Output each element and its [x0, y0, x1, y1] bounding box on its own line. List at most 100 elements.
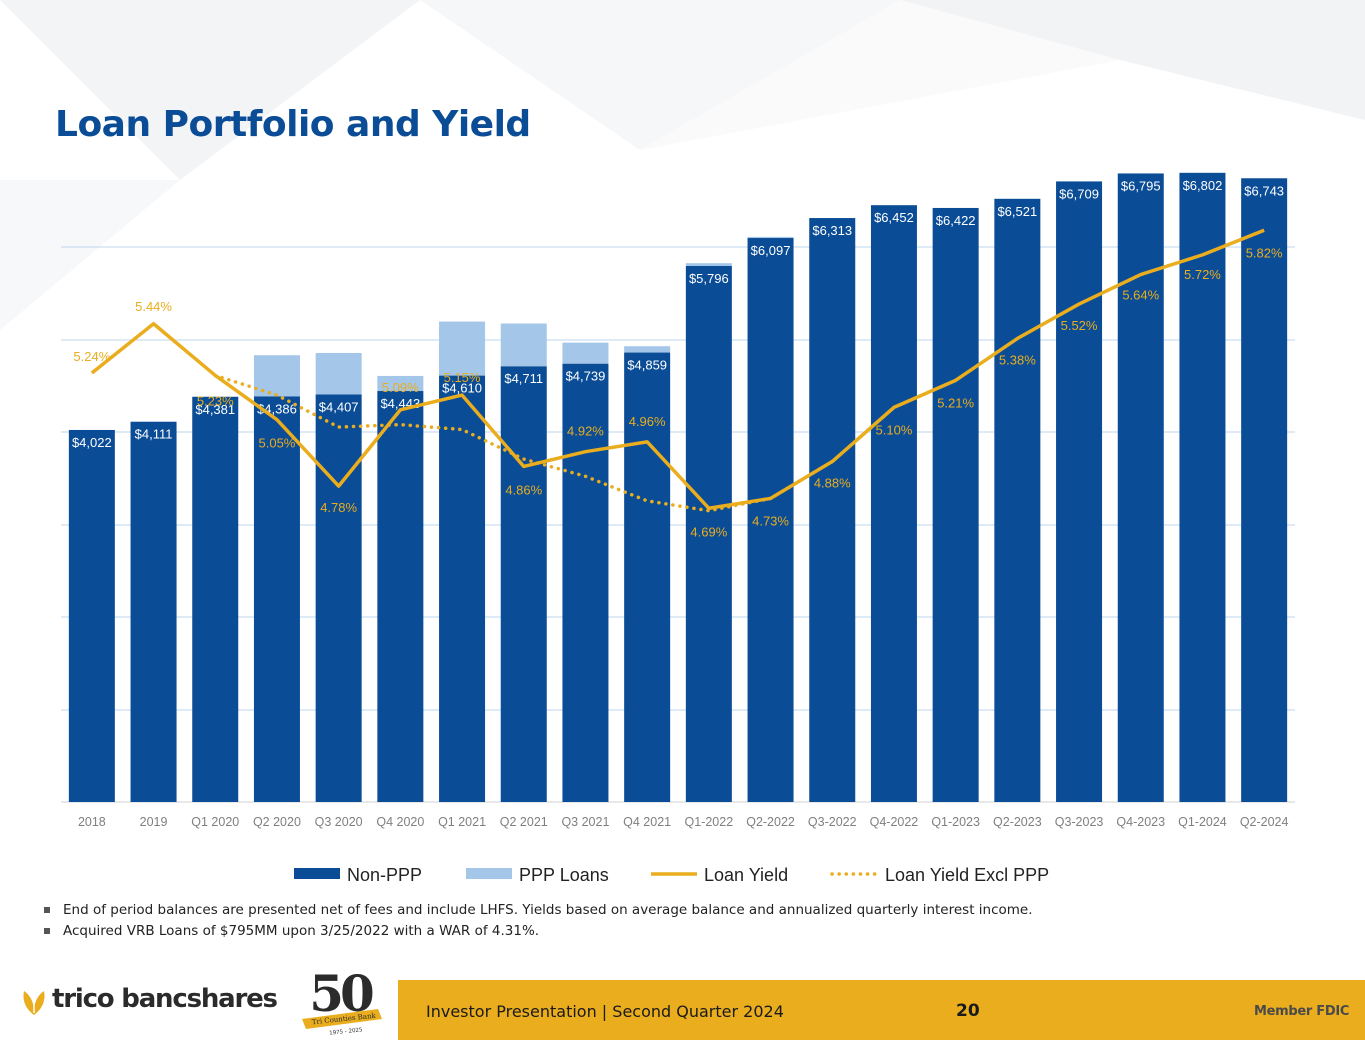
yield-value-label: 5.38% [999, 353, 1036, 368]
legend-label: PPP Loans [519, 865, 609, 885]
bar-value-label: $6,452 [874, 210, 914, 225]
footnote: Acquired VRB Loans of $795MM upon 3/25/2… [44, 921, 1033, 942]
bar-value-label: $5,796 [689, 271, 729, 286]
bar-value-label: $4,711 [504, 371, 543, 386]
yield-value-label: 5.72% [1184, 267, 1221, 282]
page-number: 20 [956, 1001, 980, 1021]
x-tick-label: Q4-2023 [1116, 815, 1165, 829]
legend-label: Loan Yield [704, 865, 788, 885]
bar-non-ppp [439, 375, 486, 802]
x-tick-label: Q3-2022 [808, 815, 857, 829]
bar-value-label: $4,022 [72, 435, 112, 450]
bar-value-label: $6,709 [1059, 186, 1099, 201]
x-tick-label: Q2-2023 [993, 815, 1042, 829]
bar-non-ppp [315, 394, 362, 802]
bar-ppp [377, 375, 424, 392]
bar-ppp [747, 236, 794, 239]
bar-non-ppp [1117, 173, 1164, 802]
bar-non-ppp [994, 198, 1041, 802]
yield-value-label: 4.78% [320, 500, 357, 515]
bar-value-label: $4,381 [195, 402, 235, 417]
anniversary-badge: 50 Tri Counties Bank 1975 - 2025 [302, 965, 382, 1037]
bar-ppp [685, 263, 732, 266]
x-tick-label: Q1-2023 [931, 815, 980, 829]
x-tick-label: Q4-2022 [870, 815, 919, 829]
bar-non-ppp [253, 396, 300, 802]
bar-value-label: $6,097 [751, 243, 791, 258]
bar-value-label: $6,795 [1121, 178, 1161, 193]
bullet-icon [44, 907, 50, 913]
yield-value-label: 5.64% [1122, 288, 1159, 303]
x-tick-label: Q3 2020 [315, 815, 363, 829]
yield-value-label: 5.52% [1061, 318, 1098, 333]
bar-value-label: $4,407 [319, 399, 359, 414]
legend-swatch [294, 868, 340, 879]
footer-bar: Investor Presentation | Second Quarter 2… [398, 980, 1365, 1040]
bar-value-label: $4,739 [566, 369, 606, 384]
bar-value-label: $6,521 [997, 204, 1037, 219]
bar-non-ppp [1179, 172, 1226, 802]
x-tick-label: Q3-2023 [1055, 815, 1104, 829]
yield-value-label: 5.10% [876, 422, 913, 437]
legend-label: Non-PPP [347, 865, 422, 885]
bar-non-ppp [192, 396, 239, 802]
bar-ppp [439, 321, 486, 376]
x-tick-label: Q2 2020 [253, 815, 301, 829]
bar-non-ppp [562, 363, 609, 802]
bar-value-label: $4,111 [135, 427, 173, 442]
yield-value-label: 4.92% [567, 424, 604, 439]
legend-swatch [466, 868, 512, 879]
x-tick-label: Q1-2024 [1178, 815, 1227, 829]
footnotes: End of period balances are presented net… [44, 900, 1033, 942]
bar-non-ppp [377, 391, 424, 802]
presentation-label: Investor Presentation | Second Quarter 2… [426, 1002, 784, 1021]
bar-value-label: $6,422 [936, 213, 976, 228]
bullet-icon [44, 928, 50, 934]
bar-ppp [624, 346, 671, 353]
yield-value-label: 5.82% [1246, 245, 1283, 260]
yield-value-label: 4.88% [814, 476, 851, 491]
bar-value-label: $6,743 [1244, 183, 1284, 198]
yield-value-label: 4.73% [752, 513, 789, 528]
footnote: End of period balances are presented net… [44, 900, 1033, 921]
footnote-text: Acquired VRB Loans of $795MM upon 3/25/2… [63, 923, 540, 939]
yield-value-label: 5.15% [444, 370, 481, 385]
bar-non-ppp [624, 352, 671, 802]
series-line-loan-yield [90, 228, 1265, 511]
bar-ppp [315, 353, 362, 395]
bar-non-ppp [747, 238, 794, 803]
yield-value-label: 5.23% [197, 393, 234, 408]
yield-value-label: 4.96% [629, 414, 666, 429]
bar-ppp [253, 355, 300, 397]
bar-non-ppp [130, 421, 177, 802]
x-tick-label: 2019 [140, 815, 168, 829]
yield-value-label: 5.09% [382, 380, 419, 395]
bar-value-label: $6,313 [812, 223, 852, 238]
x-tick-label: Q2 2021 [500, 815, 548, 829]
yield-value-label: 5.21% [937, 395, 974, 410]
x-tick-label: Q3 2021 [561, 815, 609, 829]
bar-non-ppp [685, 265, 732, 802]
yield-value-label: 5.05% [259, 436, 296, 451]
x-tick-label: Q2-2022 [746, 815, 795, 829]
yield-value-label: 5.44% [135, 299, 172, 314]
member-fdic: Member FDIC [1254, 1004, 1350, 1019]
x-tick-label: Q2-2024 [1240, 815, 1289, 829]
brand-name: trico bancshares [52, 984, 278, 1014]
page-title: Loan Portfolio and Yield [55, 104, 531, 145]
x-tick-label: Q4 2021 [623, 815, 671, 829]
bar-non-ppp [68, 429, 115, 802]
anniversary-years: 1975 - 2025 [329, 1027, 363, 1037]
yield-value-label: 4.86% [505, 482, 542, 497]
bar-value-label: $4,610 [442, 381, 482, 396]
legend-label: Loan Yield Excl PPP [885, 865, 1049, 885]
footnote-text: End of period balances are presented net… [63, 902, 1033, 918]
bar-non-ppp [809, 218, 856, 803]
bar-non-ppp [932, 207, 979, 803]
bar-non-ppp [870, 205, 917, 802]
yield-value-label: 5.24% [73, 349, 110, 364]
bar-non-ppp [1056, 181, 1103, 803]
bar-non-ppp [500, 366, 547, 802]
